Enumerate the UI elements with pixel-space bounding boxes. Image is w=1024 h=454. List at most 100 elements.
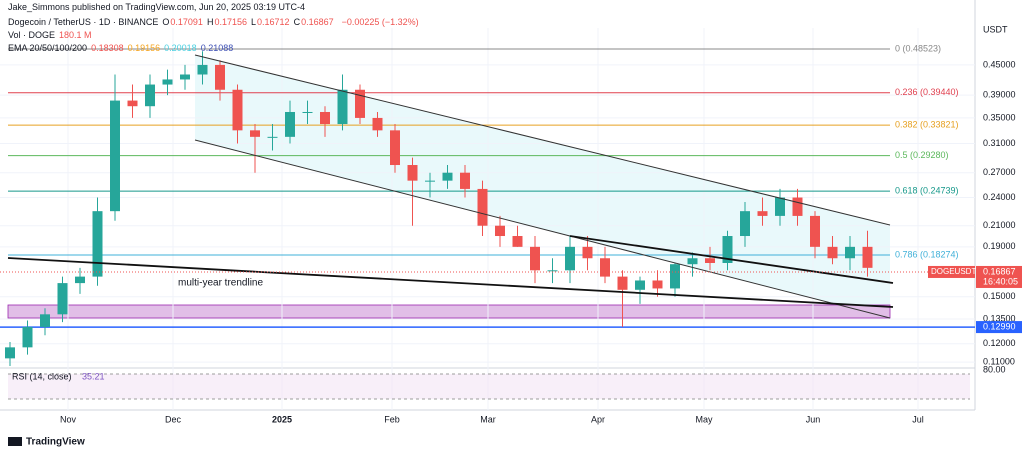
fib-label: 0.786 (0.18274)	[895, 249, 959, 259]
y-tick-label: 0.11000	[983, 357, 1015, 367]
candle-body	[372, 117, 383, 131]
x-tick-label: Feb	[384, 414, 400, 424]
y-tick-label: 0.15000	[983, 291, 1016, 301]
fib-label: 0.618 (0.24739)	[895, 186, 959, 196]
countdown: 16:40:05	[983, 276, 1018, 286]
candle-body	[845, 246, 855, 259]
candle-body	[320, 111, 330, 125]
x-tick-label: Mar	[480, 414, 496, 424]
candle-body	[652, 280, 663, 289]
channel-upper	[194, 54, 891, 226]
ema-value: 0.20018	[164, 43, 197, 53]
candle-body	[180, 74, 190, 80]
candle-body	[530, 246, 540, 271]
ohlc-key: H	[206, 17, 214, 27]
candle-body	[792, 197, 803, 216]
candle-body	[617, 276, 628, 290]
ohlc-key: O	[162, 17, 170, 27]
candle-body	[267, 136, 278, 138]
trendline-2	[569, 235, 894, 284]
trendline	[7, 257, 894, 308]
ohlc-value: 0.16712	[257, 17, 290, 27]
symbol-label: DOGEUSDT	[931, 267, 976, 276]
candle-body	[565, 246, 575, 271]
candle-body	[425, 180, 435, 182]
candle-body	[145, 84, 155, 107]
support-zone	[7, 304, 891, 319]
change: −0.00225 (−1.32%)	[341, 17, 419, 27]
x-tick-label: Jul	[912, 414, 924, 424]
candle-body	[302, 111, 313, 113]
rsi-tick: 80.00	[983, 364, 1006, 374]
candle-body	[635, 280, 645, 290]
candle-body	[40, 314, 50, 327]
candle-body	[110, 100, 120, 212]
x-tick-label: Nov	[60, 414, 77, 424]
ema-row: EMA 20/50/100/200 0.18308 0.19156 0.20018 0.…	[8, 43, 241, 53]
brand: TradingView	[26, 437, 85, 448]
candle-body	[197, 64, 208, 75]
x-tick-label: Dec	[165, 414, 182, 424]
price-label: 0.16867	[983, 266, 1016, 276]
candle-body	[512, 236, 523, 247]
candle-body	[215, 64, 225, 90]
ema-value: 0.21088	[200, 43, 234, 53]
ema-label: EMA 20/50/100/200	[8, 43, 88, 53]
candle-body	[547, 270, 558, 272]
x-tick-label: Jun	[806, 414, 821, 424]
ohlc: O0.17091 H0.17156 L0.16712 C0.16867	[162, 17, 337, 27]
candle-body	[390, 130, 400, 166]
candle-body	[757, 211, 768, 216]
ema-values: 0.18308 0.19156 0.20018 0.21088	[91, 43, 237, 53]
symbol-row: Dogecoin / TetherUS · 1D · BINANCE O0.170…	[8, 17, 423, 27]
channel-fill	[195, 55, 890, 318]
candle-body	[495, 225, 505, 237]
ohlc-key: L	[251, 17, 257, 27]
fib-label: 0 (0.48523)	[895, 43, 941, 53]
candle-body	[162, 79, 173, 85]
symbol-badge	[928, 265, 975, 278]
vol-row: Vol · DOGE 180.1 M	[8, 30, 96, 40]
candle-body	[600, 258, 610, 277]
y-tick-label: 0.31000	[983, 138, 1016, 148]
candle-body	[127, 100, 138, 107]
candle-body	[92, 211, 103, 277]
candle-body	[827, 246, 838, 259]
candle-body	[442, 172, 453, 181]
candle-body	[407, 165, 418, 181]
support-badge	[976, 321, 1022, 334]
ohlc-value: 0.17091	[170, 17, 203, 27]
candle-body	[75, 276, 85, 284]
candle-body	[775, 197, 785, 216]
y-tick-label: 0.45000	[983, 59, 1016, 69]
rsi-label: RSI (14, close)	[12, 371, 72, 381]
candle-body	[337, 89, 348, 125]
candle-body	[250, 130, 260, 137]
x-tick-label: Apr	[591, 414, 605, 424]
y-tick-label: 0.21000	[983, 220, 1016, 230]
y-tick-label: 0.39000	[983, 89, 1016, 99]
ohlc-value: 0.17156	[214, 17, 247, 27]
y-tick-label: 0.13500	[983, 313, 1016, 323]
y-tick-label: 0.24000	[983, 192, 1016, 202]
candle-body	[232, 89, 243, 131]
ema-value: 0.18308	[91, 43, 124, 53]
candle-body	[687, 258, 698, 265]
candle-body	[22, 326, 33, 348]
candle-body	[740, 211, 750, 237]
channel-lower	[194, 139, 891, 319]
vol-label: Vol · DOGE	[8, 30, 56, 40]
y-tick-label: 0.19000	[983, 241, 1016, 251]
candle-body	[670, 264, 680, 289]
price-badge	[976, 265, 1022, 288]
candle-body	[5, 347, 15, 359]
candle-body	[460, 172, 470, 189]
fib-label: 0.236 (0.39440)	[895, 87, 959, 97]
axis-unit: USDT	[983, 24, 1008, 34]
candle-body	[285, 111, 295, 137]
vol-value: 180.1 M	[59, 30, 92, 40]
candle-body	[810, 215, 820, 247]
x-tick-label: May	[695, 414, 713, 424]
symbol: Dogecoin / TetherUS · 1D · BINANCE	[8, 17, 159, 27]
